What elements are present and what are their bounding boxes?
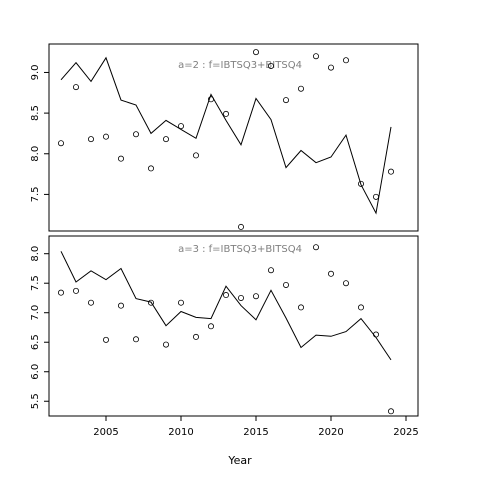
data-point: [118, 155, 125, 162]
panel-title: a=2 : f=IBTSQ3+BITSQ4: [178, 60, 302, 71]
data-point: [297, 304, 304, 311]
data-point: [177, 299, 184, 306]
y-tick-label: 7.5: [30, 186, 41, 202]
data-point: [162, 136, 169, 143]
y-tick-label: 8.5: [30, 105, 41, 121]
data-point: [58, 140, 65, 147]
panel-title: a=3 : f=IBTSQ3+BITSQ4: [178, 244, 302, 255]
data-point: [282, 97, 289, 104]
panel-bottom: a=3 : f=IBTSQ3+BITSQ4 5.5 6.0 6.5 7.0 7.5 8.0: [30, 235, 419, 417]
data-point: [147, 299, 154, 306]
data-point: [192, 152, 199, 159]
plot-frame: [48, 235, 419, 417]
data-point: [207, 323, 214, 330]
data-point: [372, 193, 379, 200]
data-point: [357, 304, 364, 311]
data-point: [342, 57, 349, 64]
data-point: [237, 294, 244, 301]
data-point: [118, 302, 125, 309]
data-point: [103, 133, 110, 140]
data-point: [222, 292, 229, 299]
y-tick-label: 8.0: [30, 246, 41, 262]
data-point: [192, 333, 199, 340]
data-point: [73, 287, 80, 294]
data-point: [387, 168, 394, 175]
data-point: [357, 180, 364, 187]
data-point: [267, 267, 274, 274]
data-point: [207, 96, 214, 103]
y-tick-label: 5.5: [30, 393, 41, 409]
data-point: [147, 165, 154, 172]
panel-top: a=2 : f=IBTSQ3+BITSQ4 7.5 8.0 8.5 9.0: [30, 43, 419, 232]
data-point: [327, 64, 334, 71]
data-point: [88, 136, 95, 143]
data-point: [252, 293, 259, 300]
data-point: [162, 341, 169, 348]
x-tick-label: 2015: [243, 427, 268, 438]
x-axis-label: Year: [227, 454, 252, 467]
data-point: [327, 270, 334, 277]
x-tick-label: 2025: [393, 427, 418, 438]
x-tick-label: 2020: [318, 427, 343, 438]
data-point: [342, 280, 349, 287]
y-tick-label: 7.5: [30, 275, 41, 291]
x-tick-label: 2010: [168, 427, 193, 438]
y-tick-label: 6.5: [30, 334, 41, 350]
data-point: [58, 289, 65, 296]
x-axis: 2005 2010 2015 2020 2025: [93, 416, 419, 438]
data-point: [252, 49, 259, 56]
data-point: [132, 336, 139, 343]
data-point: [73, 84, 80, 91]
data-point: [237, 223, 244, 230]
series-line: [60, 251, 392, 361]
y-tick-label: 8.0: [30, 146, 41, 162]
data-point: [372, 331, 379, 338]
plot-frame: [48, 43, 419, 232]
y-tick-label: 9.0: [30, 65, 41, 81]
data-point: [387, 408, 394, 415]
data-point: [312, 53, 319, 60]
data-point: [88, 299, 95, 306]
data-point: [103, 336, 110, 343]
data-point: [132, 131, 139, 138]
data-point: [177, 123, 184, 130]
data-point: [222, 110, 229, 117]
y-tick-label: 6.0: [30, 364, 41, 380]
data-point: [267, 62, 274, 69]
data-point: [282, 281, 289, 288]
x-tick-label: 2005: [93, 427, 118, 438]
data-point: [297, 85, 304, 92]
y-tick-label: 7.0: [30, 305, 41, 321]
data-point: [312, 244, 319, 251]
series-line: [60, 56, 392, 215]
